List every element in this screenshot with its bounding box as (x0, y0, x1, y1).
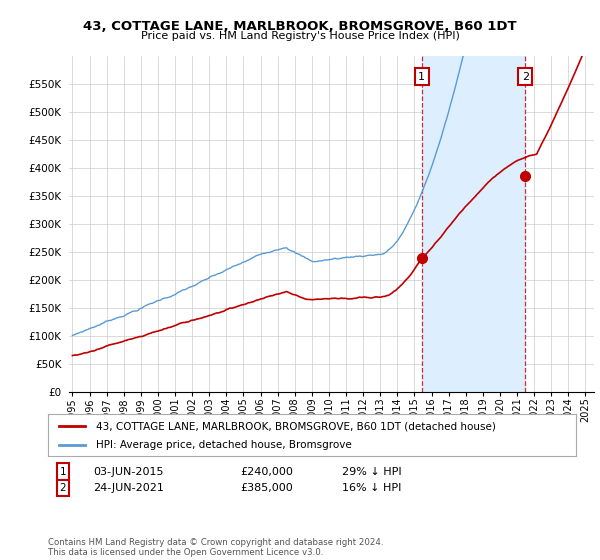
Text: 1: 1 (59, 466, 67, 477)
Text: Price paid vs. HM Land Registry's House Price Index (HPI): Price paid vs. HM Land Registry's House … (140, 31, 460, 41)
Text: £240,000: £240,000 (240, 466, 293, 477)
Text: 2: 2 (59, 483, 67, 493)
Text: 03-JUN-2015: 03-JUN-2015 (93, 466, 163, 477)
Bar (422, 56, 525, 392)
Text: £385,000: £385,000 (240, 483, 293, 493)
Text: 43, COTTAGE LANE, MARLBROOK, BROMSGROVE, B60 1DT (detached house): 43, COTTAGE LANE, MARLBROOK, BROMSGROVE,… (95, 421, 496, 431)
Text: 24-JUN-2021: 24-JUN-2021 (93, 483, 164, 493)
Text: 16% ↓ HPI: 16% ↓ HPI (342, 483, 401, 493)
Text: HPI: Average price, detached house, Bromsgrove: HPI: Average price, detached house, Brom… (95, 440, 351, 450)
Text: 1: 1 (418, 72, 425, 82)
Text: 29% ↓ HPI: 29% ↓ HPI (342, 466, 401, 477)
Text: Contains HM Land Registry data © Crown copyright and database right 2024.
This d: Contains HM Land Registry data © Crown c… (48, 538, 383, 557)
Text: 43, COTTAGE LANE, MARLBROOK, BROMSGROVE, B60 1DT: 43, COTTAGE LANE, MARLBROOK, BROMSGROVE,… (83, 20, 517, 32)
Text: 2: 2 (521, 72, 529, 82)
